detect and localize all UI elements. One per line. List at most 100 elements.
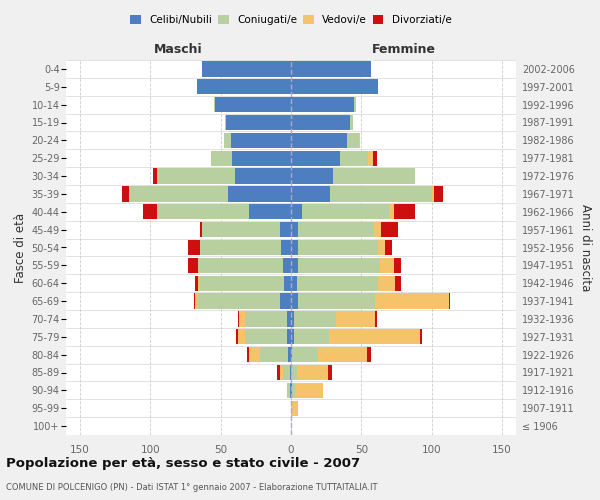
Bar — [291, 150, 340, 166]
Y-axis label: Anni di nascita: Anni di nascita — [579, 204, 592, 291]
Bar — [292, 383, 295, 398]
Bar — [287, 312, 291, 326]
Bar — [198, 276, 200, 291]
Bar — [202, 222, 280, 237]
Bar — [188, 258, 198, 273]
Bar — [245, 329, 287, 344]
Bar — [354, 97, 356, 112]
Bar — [395, 276, 401, 291]
Bar — [394, 204, 415, 220]
Bar — [294, 329, 329, 344]
Bar — [298, 258, 380, 273]
Bar — [143, 204, 157, 220]
Bar — [200, 240, 281, 255]
Bar — [367, 347, 371, 362]
Bar — [291, 400, 298, 416]
Bar — [223, 133, 230, 148]
Bar — [277, 365, 280, 380]
Bar — [368, 150, 373, 166]
Bar — [295, 383, 323, 398]
Bar — [291, 329, 294, 344]
Bar — [431, 186, 434, 202]
Bar — [287, 383, 290, 398]
Bar — [197, 79, 291, 94]
Bar — [302, 204, 389, 220]
Bar — [331, 186, 431, 202]
Bar — [298, 294, 376, 308]
Bar — [298, 240, 378, 255]
Bar — [291, 168, 333, 184]
Bar — [198, 294, 280, 308]
Bar — [129, 186, 228, 202]
Bar — [196, 294, 198, 308]
Bar — [291, 258, 298, 273]
Bar — [434, 186, 443, 202]
Bar — [290, 365, 291, 380]
Bar — [228, 186, 291, 202]
Bar — [225, 115, 226, 130]
Bar — [296, 276, 378, 291]
Y-axis label: Fasce di età: Fasce di età — [14, 212, 27, 282]
Bar — [291, 294, 298, 308]
Bar — [284, 276, 291, 291]
Bar — [291, 276, 296, 291]
Bar — [291, 186, 331, 202]
Bar — [291, 383, 292, 398]
Bar — [291, 240, 298, 255]
Bar — [281, 240, 291, 255]
Text: Femmine: Femmine — [371, 44, 436, 57]
Bar — [333, 168, 415, 184]
Bar — [347, 133, 359, 148]
Bar — [291, 115, 350, 130]
Bar — [291, 133, 347, 148]
Bar — [198, 258, 283, 273]
Bar — [247, 347, 249, 362]
Bar — [376, 312, 377, 326]
Bar — [421, 329, 422, 344]
Bar — [291, 365, 296, 380]
Bar — [296, 365, 328, 380]
Bar — [215, 97, 291, 112]
Bar — [200, 222, 202, 237]
Bar — [226, 115, 291, 130]
Bar — [291, 204, 302, 220]
Bar — [373, 150, 377, 166]
Bar — [157, 168, 235, 184]
Bar — [214, 97, 215, 112]
Bar — [291, 312, 294, 326]
Bar — [385, 240, 392, 255]
Bar — [232, 150, 291, 166]
Bar — [153, 168, 157, 184]
Bar — [283, 365, 290, 380]
Bar — [196, 276, 198, 291]
Text: Maschi: Maschi — [154, 44, 203, 57]
Bar — [374, 222, 381, 237]
Bar — [449, 294, 450, 308]
Bar — [318, 347, 367, 362]
Bar — [230, 133, 291, 148]
Bar — [249, 347, 260, 362]
Bar — [294, 312, 336, 326]
Bar — [287, 329, 291, 344]
Bar — [329, 329, 421, 344]
Bar — [280, 365, 283, 380]
Text: COMUNE DI POLCENIGO (PN) - Dati ISTAT 1° gennaio 2007 - Elaborazione TUTTAITALIA: COMUNE DI POLCENIGO (PN) - Dati ISTAT 1°… — [6, 482, 377, 492]
Bar — [280, 222, 291, 237]
Bar — [157, 204, 249, 220]
Text: Popolazione per età, sesso e stato civile - 2007: Popolazione per età, sesso e stato civil… — [6, 458, 360, 470]
Bar — [292, 347, 318, 362]
Bar — [283, 258, 291, 273]
Bar — [336, 312, 376, 326]
Bar — [236, 329, 238, 344]
Bar — [291, 222, 298, 237]
Bar — [291, 79, 378, 94]
Bar — [200, 276, 284, 291]
Bar — [194, 294, 196, 308]
Bar — [328, 365, 332, 380]
Bar — [122, 186, 129, 202]
Bar — [235, 168, 291, 184]
Bar — [380, 258, 394, 273]
Bar — [291, 62, 371, 76]
Bar — [389, 204, 394, 220]
Bar — [202, 62, 291, 76]
